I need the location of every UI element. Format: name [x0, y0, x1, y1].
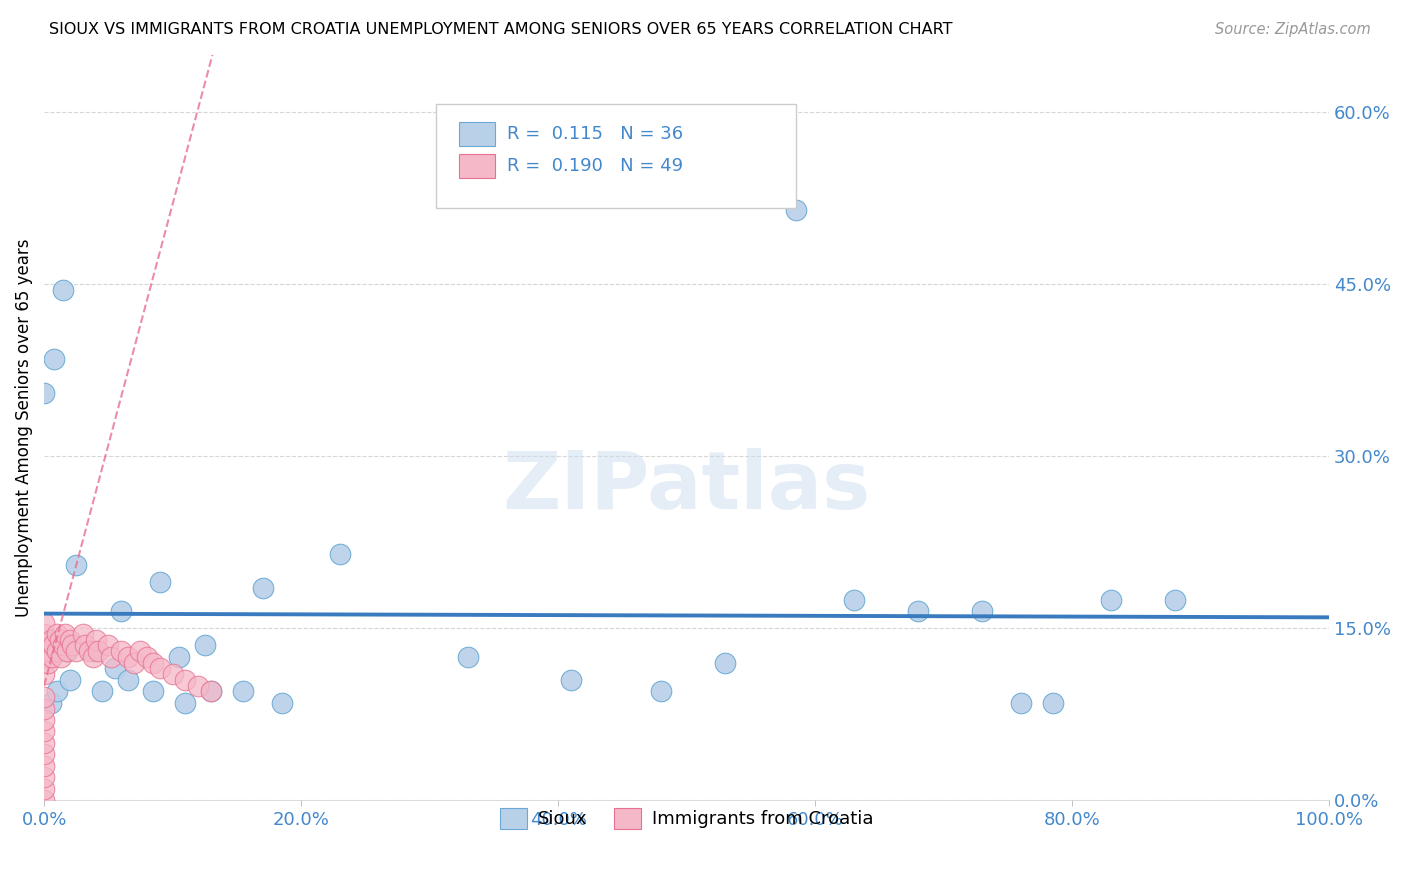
- Point: [39, 632, 62, 647]
- Point: [1164, 592, 1187, 607]
- Point: [77, 644, 100, 658]
- FancyBboxPatch shape: [436, 103, 796, 208]
- Text: ZIPatlas: ZIPatlas: [502, 449, 870, 526]
- Point: [167, 649, 190, 664]
- Point: [65, 644, 87, 658]
- Point: [90, 684, 112, 698]
- Point: [142, 656, 165, 670]
- Point: [52, 283, 75, 297]
- Point: [329, 547, 352, 561]
- Y-axis label: Unemployment Among Seniors over 65 years: Unemployment Among Seniors over 65 years: [15, 238, 32, 617]
- Point: [65, 558, 87, 573]
- Point: [110, 604, 132, 618]
- Point: [48, 632, 70, 647]
- Point: [32, 667, 55, 681]
- Point: [970, 604, 993, 618]
- Point: [46, 644, 69, 658]
- Point: [53, 627, 76, 641]
- Point: [200, 684, 222, 698]
- Point: [82, 644, 104, 658]
- Point: [32, 770, 55, 784]
- Point: [32, 759, 55, 773]
- Point: [32, 724, 55, 739]
- Point: [32, 386, 55, 401]
- Point: [56, 644, 79, 658]
- Point: [32, 615, 55, 630]
- Point: [56, 644, 79, 658]
- Point: [907, 604, 929, 618]
- Point: [60, 639, 83, 653]
- Point: [82, 649, 104, 664]
- Point: [135, 649, 157, 664]
- Point: [174, 696, 197, 710]
- Point: [142, 684, 165, 698]
- Point: [100, 649, 122, 664]
- Point: [87, 644, 110, 658]
- Point: [650, 684, 672, 698]
- FancyBboxPatch shape: [460, 122, 495, 146]
- Point: [59, 673, 82, 687]
- Point: [42, 639, 65, 653]
- Point: [1010, 696, 1032, 710]
- Point: [117, 673, 139, 687]
- Point: [97, 639, 120, 653]
- Point: [232, 684, 254, 698]
- Point: [129, 644, 152, 658]
- Point: [46, 684, 69, 698]
- Point: [200, 684, 222, 698]
- Point: [270, 696, 292, 710]
- Text: Source: ZipAtlas.com: Source: ZipAtlas.com: [1215, 22, 1371, 37]
- Point: [162, 667, 184, 681]
- Point: [194, 639, 217, 653]
- Point: [1099, 592, 1122, 607]
- Point: [32, 639, 55, 653]
- Point: [46, 627, 69, 641]
- Point: [32, 747, 55, 762]
- Point: [122, 656, 145, 670]
- Point: [1042, 696, 1064, 710]
- Point: [149, 661, 172, 675]
- Point: [32, 627, 55, 641]
- Point: [842, 592, 865, 607]
- Text: R =  0.190   N = 49: R = 0.190 N = 49: [506, 157, 683, 175]
- Point: [49, 649, 72, 664]
- Point: [187, 679, 209, 693]
- Point: [84, 632, 107, 647]
- Point: [714, 656, 737, 670]
- Text: SIOUX VS IMMIGRANTS FROM CROATIA UNEMPLOYMENT AMONG SENIORS OVER 65 YEARS CORREL: SIOUX VS IMMIGRANTS FROM CROATIA UNEMPLO…: [49, 22, 953, 37]
- Point: [110, 644, 132, 658]
- Point: [41, 649, 63, 664]
- Point: [44, 351, 66, 366]
- Point: [457, 649, 479, 664]
- Point: [38, 644, 60, 658]
- Point: [560, 673, 582, 687]
- Point: [117, 649, 139, 664]
- Point: [39, 696, 62, 710]
- Point: [785, 202, 807, 217]
- Point: [72, 627, 94, 641]
- Point: [32, 690, 55, 704]
- Point: [32, 713, 55, 727]
- Point: [252, 581, 274, 595]
- Point: [39, 649, 62, 664]
- Point: [174, 673, 197, 687]
- Text: R =  0.115   N = 36: R = 0.115 N = 36: [506, 125, 683, 143]
- Point: [32, 781, 55, 796]
- Point: [149, 575, 172, 590]
- Point: [52, 639, 75, 653]
- Legend: Sioux, Immigrants from Croatia: Sioux, Immigrants from Croatia: [492, 801, 880, 836]
- Point: [75, 639, 97, 653]
- Point: [32, 701, 55, 715]
- Point: [32, 649, 55, 664]
- FancyBboxPatch shape: [460, 154, 495, 178]
- Point: [32, 736, 55, 750]
- Point: [59, 632, 82, 647]
- Point: [37, 656, 59, 670]
- Point: [32, 793, 55, 807]
- Point: [104, 661, 127, 675]
